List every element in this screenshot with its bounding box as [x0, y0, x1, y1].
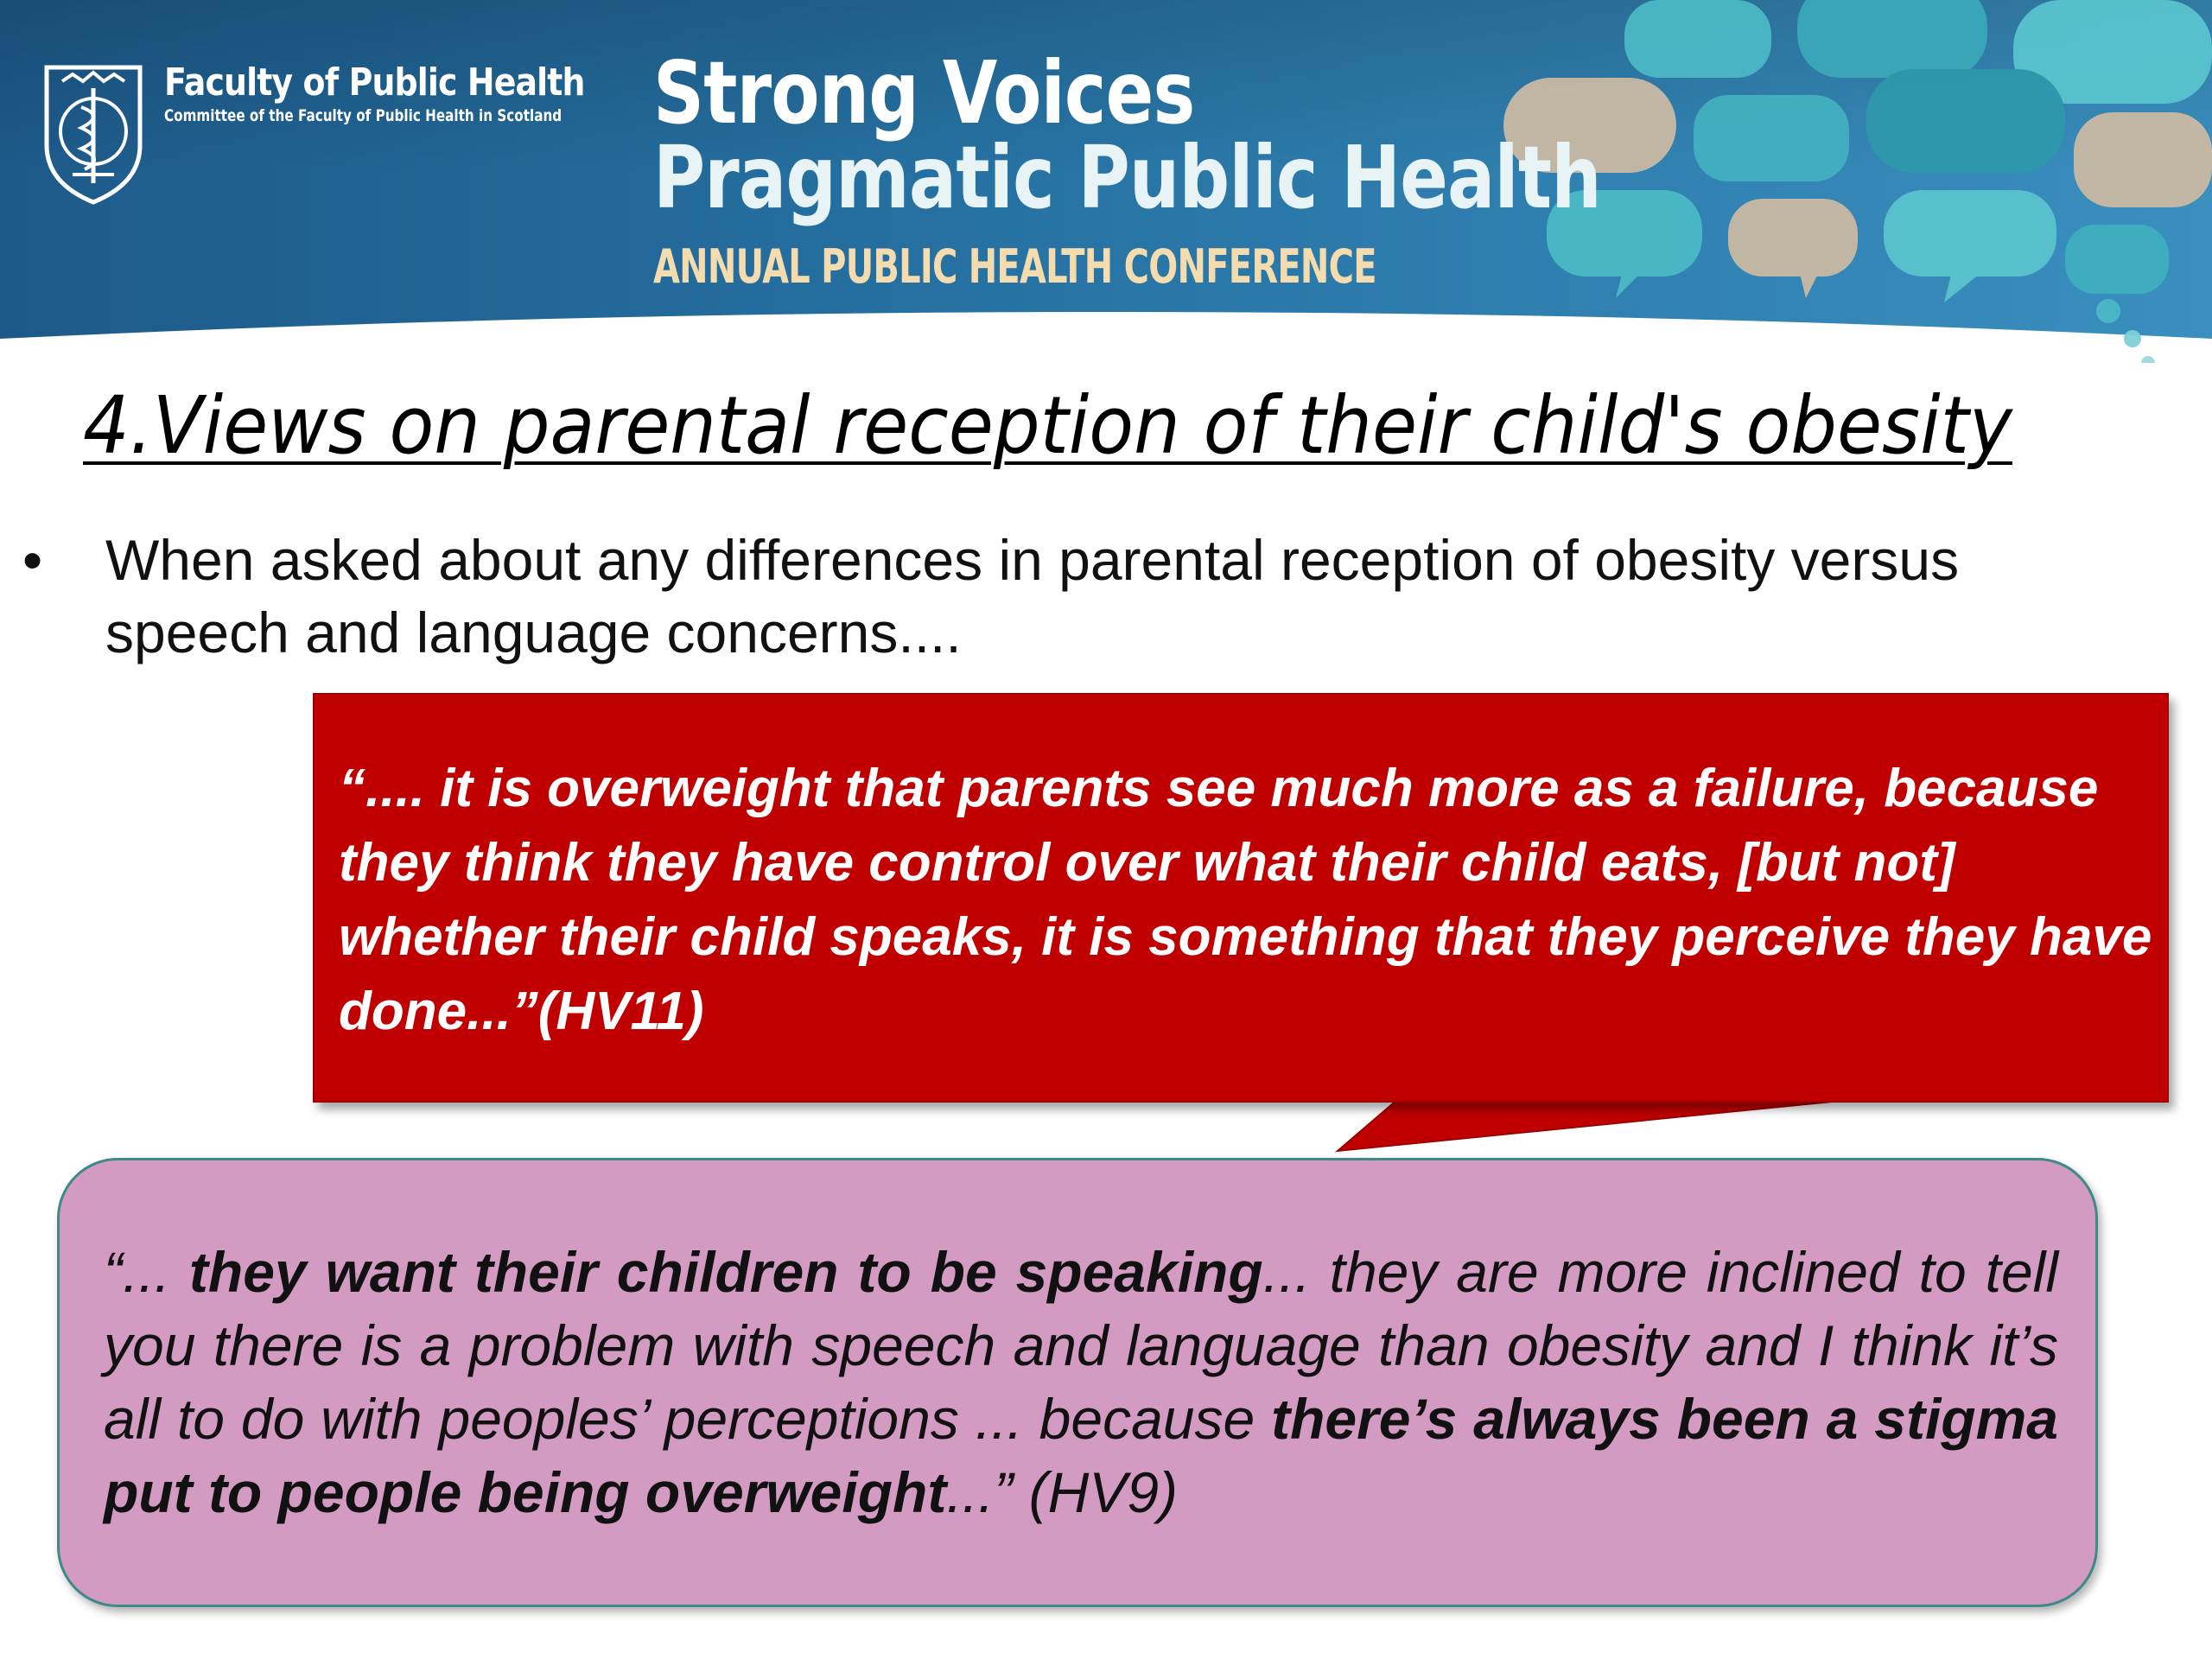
- slide-title: 4.Views on parental reception of their c…: [83, 379, 2012, 472]
- caduceus-crest-icon: [44, 65, 143, 205]
- quote-hv9: “... they want their children to be spea…: [104, 1236, 2058, 1529]
- organisation-subtitle: Committee of the Faculty of Public Healt…: [164, 106, 563, 125]
- conference-title-line1: Strong Voices: [653, 42, 1195, 143]
- bullet-symbol: •: [22, 528, 43, 592]
- quote-hv9-mid: ... they are more inclined to tell you t…: [104, 1240, 2058, 1451]
- conference-banner: Faculty of Public Health Committee of th…: [0, 0, 2212, 363]
- red-quote-callout: [313, 693, 2169, 1103]
- bullet-text: When asked about any differences in pare…: [105, 528, 1960, 664]
- organisation-logo-text: Faculty of Public Health Committee of th…: [164, 60, 661, 126]
- organisation-name: Faculty of Public Health: [164, 60, 585, 105]
- conference-subtitle: ANNUAL PUBLIC HEALTH CONFERENCE: [653, 239, 1376, 294]
- quote-hv9-bold2: there’s always been a stigma put to peop…: [104, 1387, 2058, 1524]
- quote-hv9-open: “...: [104, 1240, 189, 1304]
- banner-background: [0, 0, 2212, 363]
- pink-quote-box: [57, 1158, 2098, 1607]
- quote-hv9-close: ...” (HV9): [946, 1460, 1179, 1524]
- quote-hv11: “.... it is overweight that parents see …: [339, 759, 2152, 1041]
- conference-title-line2: Pragmatic Public Health: [653, 127, 1602, 228]
- quote-hv9-bold1: they want their children to be speaking: [188, 1240, 1263, 1304]
- speech-bubbles-decoration: [1503, 0, 2212, 363]
- conference-title-block: Strong Voices Pragmatic Public Health AN…: [653, 50, 1809, 296]
